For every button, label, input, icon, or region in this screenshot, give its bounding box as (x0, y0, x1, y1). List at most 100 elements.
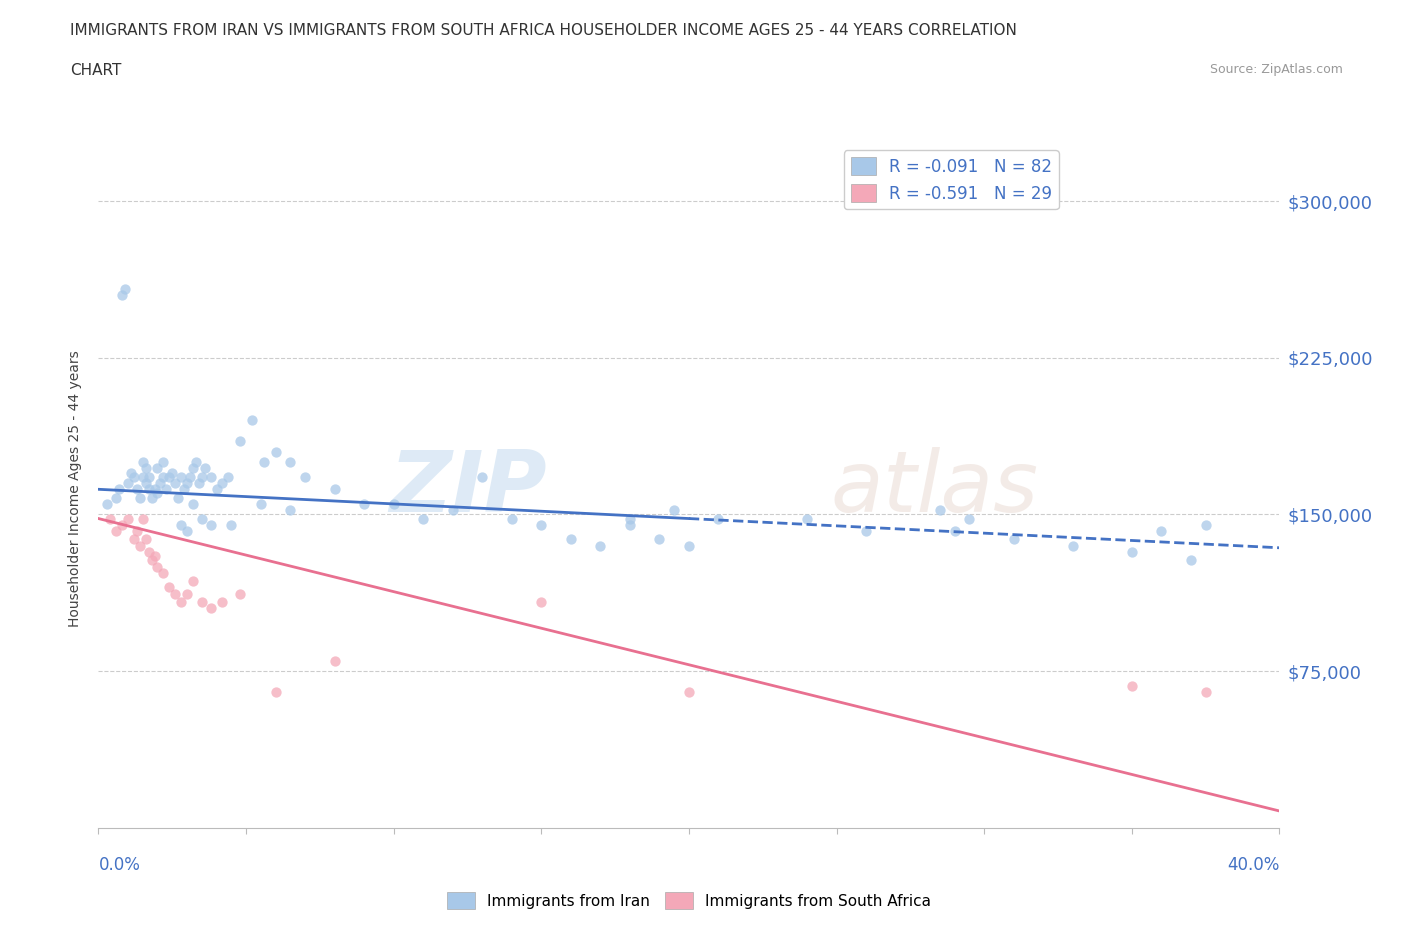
Point (165, 586, 187, 601)
Point (211, 594, 233, 609)
Point (143, 549, 166, 564)
Point (105, 490, 128, 505)
Point (205, 482, 228, 497)
Point (122, 532, 145, 547)
Point (170, 517, 193, 532)
Point (678, 538, 700, 553)
Point (149, 475, 172, 490)
Point (111, 517, 134, 532)
Point (928, 503, 950, 518)
Point (678, 684, 700, 699)
Point (114, 281, 136, 296)
Point (181, 461, 204, 476)
Point (253, 455, 276, 470)
Point (138, 482, 160, 497)
Point (412, 512, 434, 526)
Point (855, 524, 877, 538)
Point (217, 470, 239, 485)
Point (152, 455, 174, 470)
Point (132, 470, 155, 485)
Point (1195, 684, 1218, 699)
Point (619, 517, 641, 532)
Point (1150, 524, 1173, 538)
Point (117, 475, 139, 490)
Point (589, 538, 612, 553)
Point (181, 574, 204, 589)
Point (176, 524, 198, 538)
Point (96, 497, 118, 512)
Point (138, 470, 160, 485)
Point (146, 461, 169, 476)
Point (1180, 552, 1202, 567)
Point (264, 445, 287, 459)
Point (194, 461, 217, 476)
Point (132, 512, 155, 526)
Point (229, 586, 252, 601)
Point (211, 475, 233, 490)
Point (501, 512, 523, 526)
Point (560, 532, 582, 547)
Point (229, 433, 252, 448)
Legend: R = -0.091   N = 82, R = -0.591   N = 29: R = -0.091 N = 82, R = -0.591 N = 29 (844, 151, 1059, 209)
Point (155, 482, 177, 497)
Point (959, 512, 981, 526)
Point (98, 512, 121, 526)
Text: ZIP: ZIP (389, 446, 547, 530)
Text: IMMIGRANTS FROM IRAN VS IMMIGRANTS FROM SOUTH AFRICA HOUSEHOLDER INCOME AGES 25 : IMMIGRANTS FROM IRAN VS IMMIGRANTS FROM … (70, 23, 1017, 38)
Point (240, 413, 263, 428)
Point (184, 455, 207, 470)
Point (176, 586, 198, 601)
Point (117, 512, 139, 526)
Point (132, 455, 155, 470)
Point (278, 455, 302, 470)
Point (294, 470, 316, 485)
Point (1002, 532, 1025, 547)
Point (105, 524, 128, 538)
Point (530, 517, 553, 532)
Text: Source: ZipAtlas.com: Source: ZipAtlas.com (1209, 63, 1343, 76)
Point (1121, 678, 1143, 693)
Point (619, 512, 641, 526)
Point (943, 524, 966, 538)
Text: 0.0%: 0.0% (98, 856, 141, 873)
Point (323, 653, 346, 668)
Point (162, 465, 183, 480)
Text: atlas: atlas (831, 446, 1039, 530)
Point (111, 287, 134, 302)
Y-axis label: Householder Income Ages 25 - 44 years: Householder Income Ages 25 - 44 years (69, 350, 83, 627)
Point (146, 486, 169, 501)
Point (170, 470, 193, 485)
Point (471, 470, 494, 485)
Point (135, 532, 157, 547)
Point (707, 512, 730, 526)
Point (1062, 538, 1084, 553)
Point (146, 559, 169, 574)
Point (191, 512, 214, 526)
Point (120, 465, 142, 480)
Point (167, 490, 190, 505)
Point (143, 482, 166, 497)
Point (664, 503, 686, 518)
Point (796, 512, 818, 526)
Text: CHART: CHART (70, 63, 122, 78)
Point (382, 497, 405, 512)
Point (173, 482, 195, 497)
Point (250, 497, 273, 512)
Point (181, 497, 204, 512)
Point (125, 482, 148, 497)
Point (530, 594, 553, 609)
Point (128, 490, 150, 505)
Point (152, 565, 174, 580)
Point (219, 517, 242, 532)
Text: 40.0%: 40.0% (1227, 856, 1279, 873)
Point (176, 475, 198, 490)
Point (200, 601, 222, 616)
Point (141, 490, 163, 505)
Point (323, 482, 346, 497)
Point (135, 461, 157, 476)
Legend: Immigrants from Iran, Immigrants from South Africa: Immigrants from Iran, Immigrants from So… (441, 886, 936, 915)
Point (152, 470, 174, 485)
Point (200, 470, 222, 485)
Point (191, 594, 214, 609)
Point (1195, 517, 1218, 532)
